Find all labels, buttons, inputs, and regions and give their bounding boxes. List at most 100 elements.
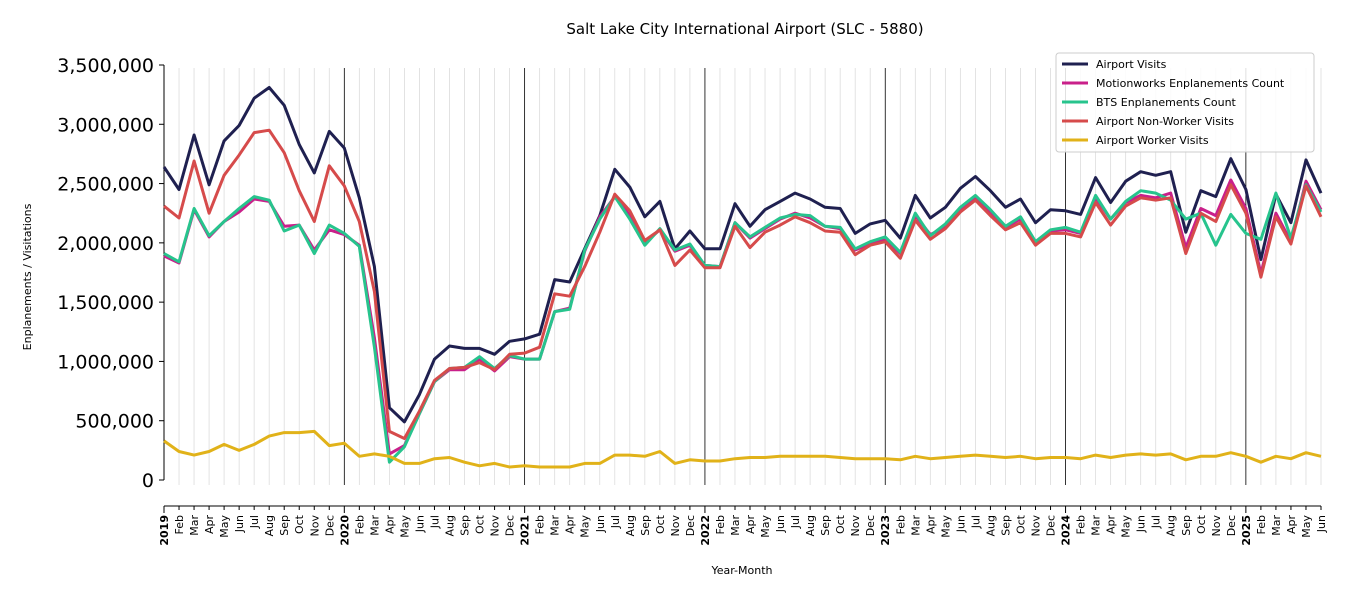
x-tick-label: Dec xyxy=(684,515,697,536)
x-tick-label: May xyxy=(398,515,411,538)
x-tick-label: Jun xyxy=(1315,515,1328,533)
x-tick-label: 2019 xyxy=(158,515,171,546)
x-tick-label: Sep xyxy=(1180,515,1193,536)
x-tick-label: 2021 xyxy=(519,515,532,546)
x-tick-label: Feb xyxy=(714,515,727,534)
x-tick-label: Jul xyxy=(248,515,261,529)
x-tick-label: Mar xyxy=(368,515,381,536)
series-line-motionworks-enplanements-count xyxy=(163,178,1323,456)
x-tick-label: Nov xyxy=(1210,515,1223,537)
x-tick-label: Mar xyxy=(729,515,742,536)
x-tick-label: Dec xyxy=(864,515,877,536)
y-tick-label: 500,000 xyxy=(75,411,154,433)
x-tick-label: Nov xyxy=(1030,515,1043,537)
x-tick-label: Oct xyxy=(834,514,847,534)
x-tick-label: Dec xyxy=(1045,515,1058,536)
legend-label: BTS Enplanements Count xyxy=(1096,96,1237,109)
x-tick-label: Jun xyxy=(413,515,426,533)
x-tick-label: Apr xyxy=(383,515,396,535)
x-tick-label: Jun xyxy=(774,515,787,533)
x-tick-label: Aug xyxy=(1165,515,1178,536)
x-axis: 2019 Feb Mar Apr May Jun Jul Aug Sep Oct Nov Dec 202… xyxy=(158,505,1328,546)
x-axis-label: Year-Month xyxy=(710,564,772,577)
x-tick-label: Sep xyxy=(639,515,652,536)
series-line-airport-worker-visits xyxy=(163,429,1322,469)
y-tick-label: 1,500,000 xyxy=(57,292,154,314)
series-line-airport-visits xyxy=(162,86,1323,424)
x-tick-label: Mar xyxy=(1270,515,1283,536)
x-tick-label: Jun xyxy=(233,515,246,533)
x-tick-label: Aug xyxy=(624,515,637,536)
x-tick-label: May xyxy=(1300,515,1313,538)
y-tick-label: 3,000,000 xyxy=(57,114,154,136)
x-tick-label: Feb xyxy=(1255,515,1268,534)
y-tick-label: 3,500,000 xyxy=(57,55,154,77)
y-tick-label: 1,000,000 xyxy=(57,351,154,373)
x-tick-label: May xyxy=(218,515,231,538)
x-tick-label: Sep xyxy=(459,515,472,536)
y-tick-label: 2,000,000 xyxy=(57,233,154,255)
x-tick-label: Nov xyxy=(308,515,321,537)
x-tick-label: Jun xyxy=(1135,515,1148,533)
x-tick-label: Jul xyxy=(428,515,441,529)
series-line-airport-non-worker-visits xyxy=(163,128,1323,440)
series-lines xyxy=(162,86,1323,469)
chart-title: Salt Lake City International Airport (SL… xyxy=(566,20,923,38)
series-line-bts-enplanements-count xyxy=(163,183,1323,464)
y-tick-label: 0 xyxy=(142,470,154,492)
x-tick-label: Mar xyxy=(188,515,201,536)
x-tick-label: Aug xyxy=(263,515,276,536)
x-tick-label: Mar xyxy=(909,515,922,536)
x-tick-label: Oct xyxy=(474,514,487,534)
x-tick-label: Oct xyxy=(654,514,667,534)
x-tick-label: Jun xyxy=(594,515,607,533)
x-tick-label: Jul xyxy=(789,515,802,529)
x-tick-label: Aug xyxy=(984,515,997,536)
x-tick-label: 2025 xyxy=(1240,515,1253,546)
x-tick-label: Feb xyxy=(1075,515,1088,534)
x-tick-label: Apr xyxy=(924,515,937,535)
legend-label: Motionworks Enplanements Count xyxy=(1096,77,1285,90)
x-tick-label: Apr xyxy=(1285,515,1298,535)
x-tick-label: Jun xyxy=(954,515,967,533)
x-tick-label: Dec xyxy=(504,515,517,536)
x-tick-label: Aug xyxy=(443,515,456,536)
x-tick-label: Dec xyxy=(1225,515,1238,536)
x-tick-label: Oct xyxy=(1014,514,1027,534)
x-tick-label: Jul xyxy=(969,515,982,529)
legend-label: Airport Worker Visits xyxy=(1096,134,1209,147)
y-axis: 0 500,000 1,000,000 1,500,000 2,000,000 2,500… xyxy=(57,55,165,492)
legend-box xyxy=(1055,52,1315,153)
x-tick-label: Apr xyxy=(203,515,216,535)
legend-label: Airport Visits xyxy=(1096,58,1167,71)
x-tick-label: Jul xyxy=(609,515,622,529)
x-tick-label: Feb xyxy=(894,515,907,534)
y-axis-label: Enplanements / Visitations xyxy=(21,203,34,350)
x-tick-label: May xyxy=(939,515,952,538)
x-tick-label: Nov xyxy=(849,515,862,537)
x-tick-label: Mar xyxy=(1090,515,1103,536)
x-tick-label: Dec xyxy=(323,515,336,536)
x-tick-label: 2024 xyxy=(1060,515,1073,546)
x-tick-label: Mar xyxy=(549,515,562,536)
x-tick-label: Nov xyxy=(489,515,502,537)
x-tick-label: Apr xyxy=(564,515,577,535)
x-tick-label: 2020 xyxy=(338,515,351,546)
x-tick-label: May xyxy=(579,515,592,538)
x-tick-label: Jul xyxy=(1150,515,1163,529)
x-tick-label: Oct xyxy=(1195,514,1208,534)
x-tick-label: Sep xyxy=(999,515,1012,536)
x-tick-label: Oct xyxy=(293,514,306,534)
y-tick-label: 2,500,000 xyxy=(57,174,154,196)
x-tick-label: Apr xyxy=(1105,515,1118,535)
legend-label: Airport Non-Worker Visits xyxy=(1096,115,1234,128)
x-tick-label: May xyxy=(759,515,772,538)
x-tick-label: Feb xyxy=(173,515,186,534)
x-tick-label: Aug xyxy=(804,515,817,536)
x-tick-label: Nov xyxy=(669,515,682,537)
x-tick-label: Sep xyxy=(819,515,832,536)
legend: Airport Visits Motionworks Enplanements C… xyxy=(1055,52,1315,153)
x-tick-label: May xyxy=(1120,515,1133,538)
x-tick-label: 2022 xyxy=(699,515,712,546)
